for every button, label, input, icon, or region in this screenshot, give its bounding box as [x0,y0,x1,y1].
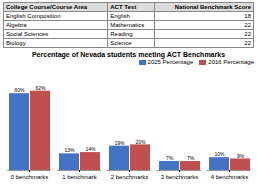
html-text:Algebra: Algebra [6,21,27,28]
svg-text:20%: 20% [135,139,146,145]
svg-text:19%: 19% [114,140,125,146]
svg-text:2 benchmarks: 2 benchmarks [111,174,149,180]
html-text:22: 22 [244,21,251,28]
html-text:English Composition: English Composition [6,12,61,19]
html-text:Science: Science [110,39,132,46]
svg-text:10%: 10% [214,151,225,157]
svg-text:62%: 62% [35,85,46,91]
svg-text:13%: 13% [64,147,75,153]
html-text:22: 22 [244,39,251,46]
svg-text:3 benchmarks: 3 benchmarks [161,174,199,180]
svg-text:1 benchmark: 1 benchmark [62,174,98,180]
html-text:Mathematics: Mathematics [110,21,145,28]
html-text:National Benchmark Score: National Benchmark Score [174,3,251,10]
svg-text:7%: 7% [166,155,174,161]
html-text:College Course/Course Area: College Course/Course Area [6,3,88,10]
html-text:18: 18 [244,12,251,19]
html-text:Biology: Biology [6,39,26,46]
svg-text:14%: 14% [85,146,96,152]
html-text:22: 22 [244,30,251,37]
html-text:2025 Percentage: 2025 Percentage [147,59,194,65]
html-text:2016 Percentage: 2016 Percentage [208,59,254,65]
html-text:ACT Test: ACT Test [110,3,137,10]
svg-text:60%: 60% [14,87,25,93]
svg-text:0 benchmarks: 0 benchmarks [11,174,49,180]
html-text:Percentage of Nevada students: Percentage of Nevada students meeting AC… [32,51,225,58]
svg-text:7%: 7% [187,155,195,161]
html-text:English: English [110,12,130,19]
svg-text:9%: 9% [237,153,245,159]
html-text:Reading: Reading [110,30,133,37]
html-text:Social Sciences: Social Sciences [6,30,49,37]
svg-text:4 benchmarks: 4 benchmarks [211,174,249,180]
